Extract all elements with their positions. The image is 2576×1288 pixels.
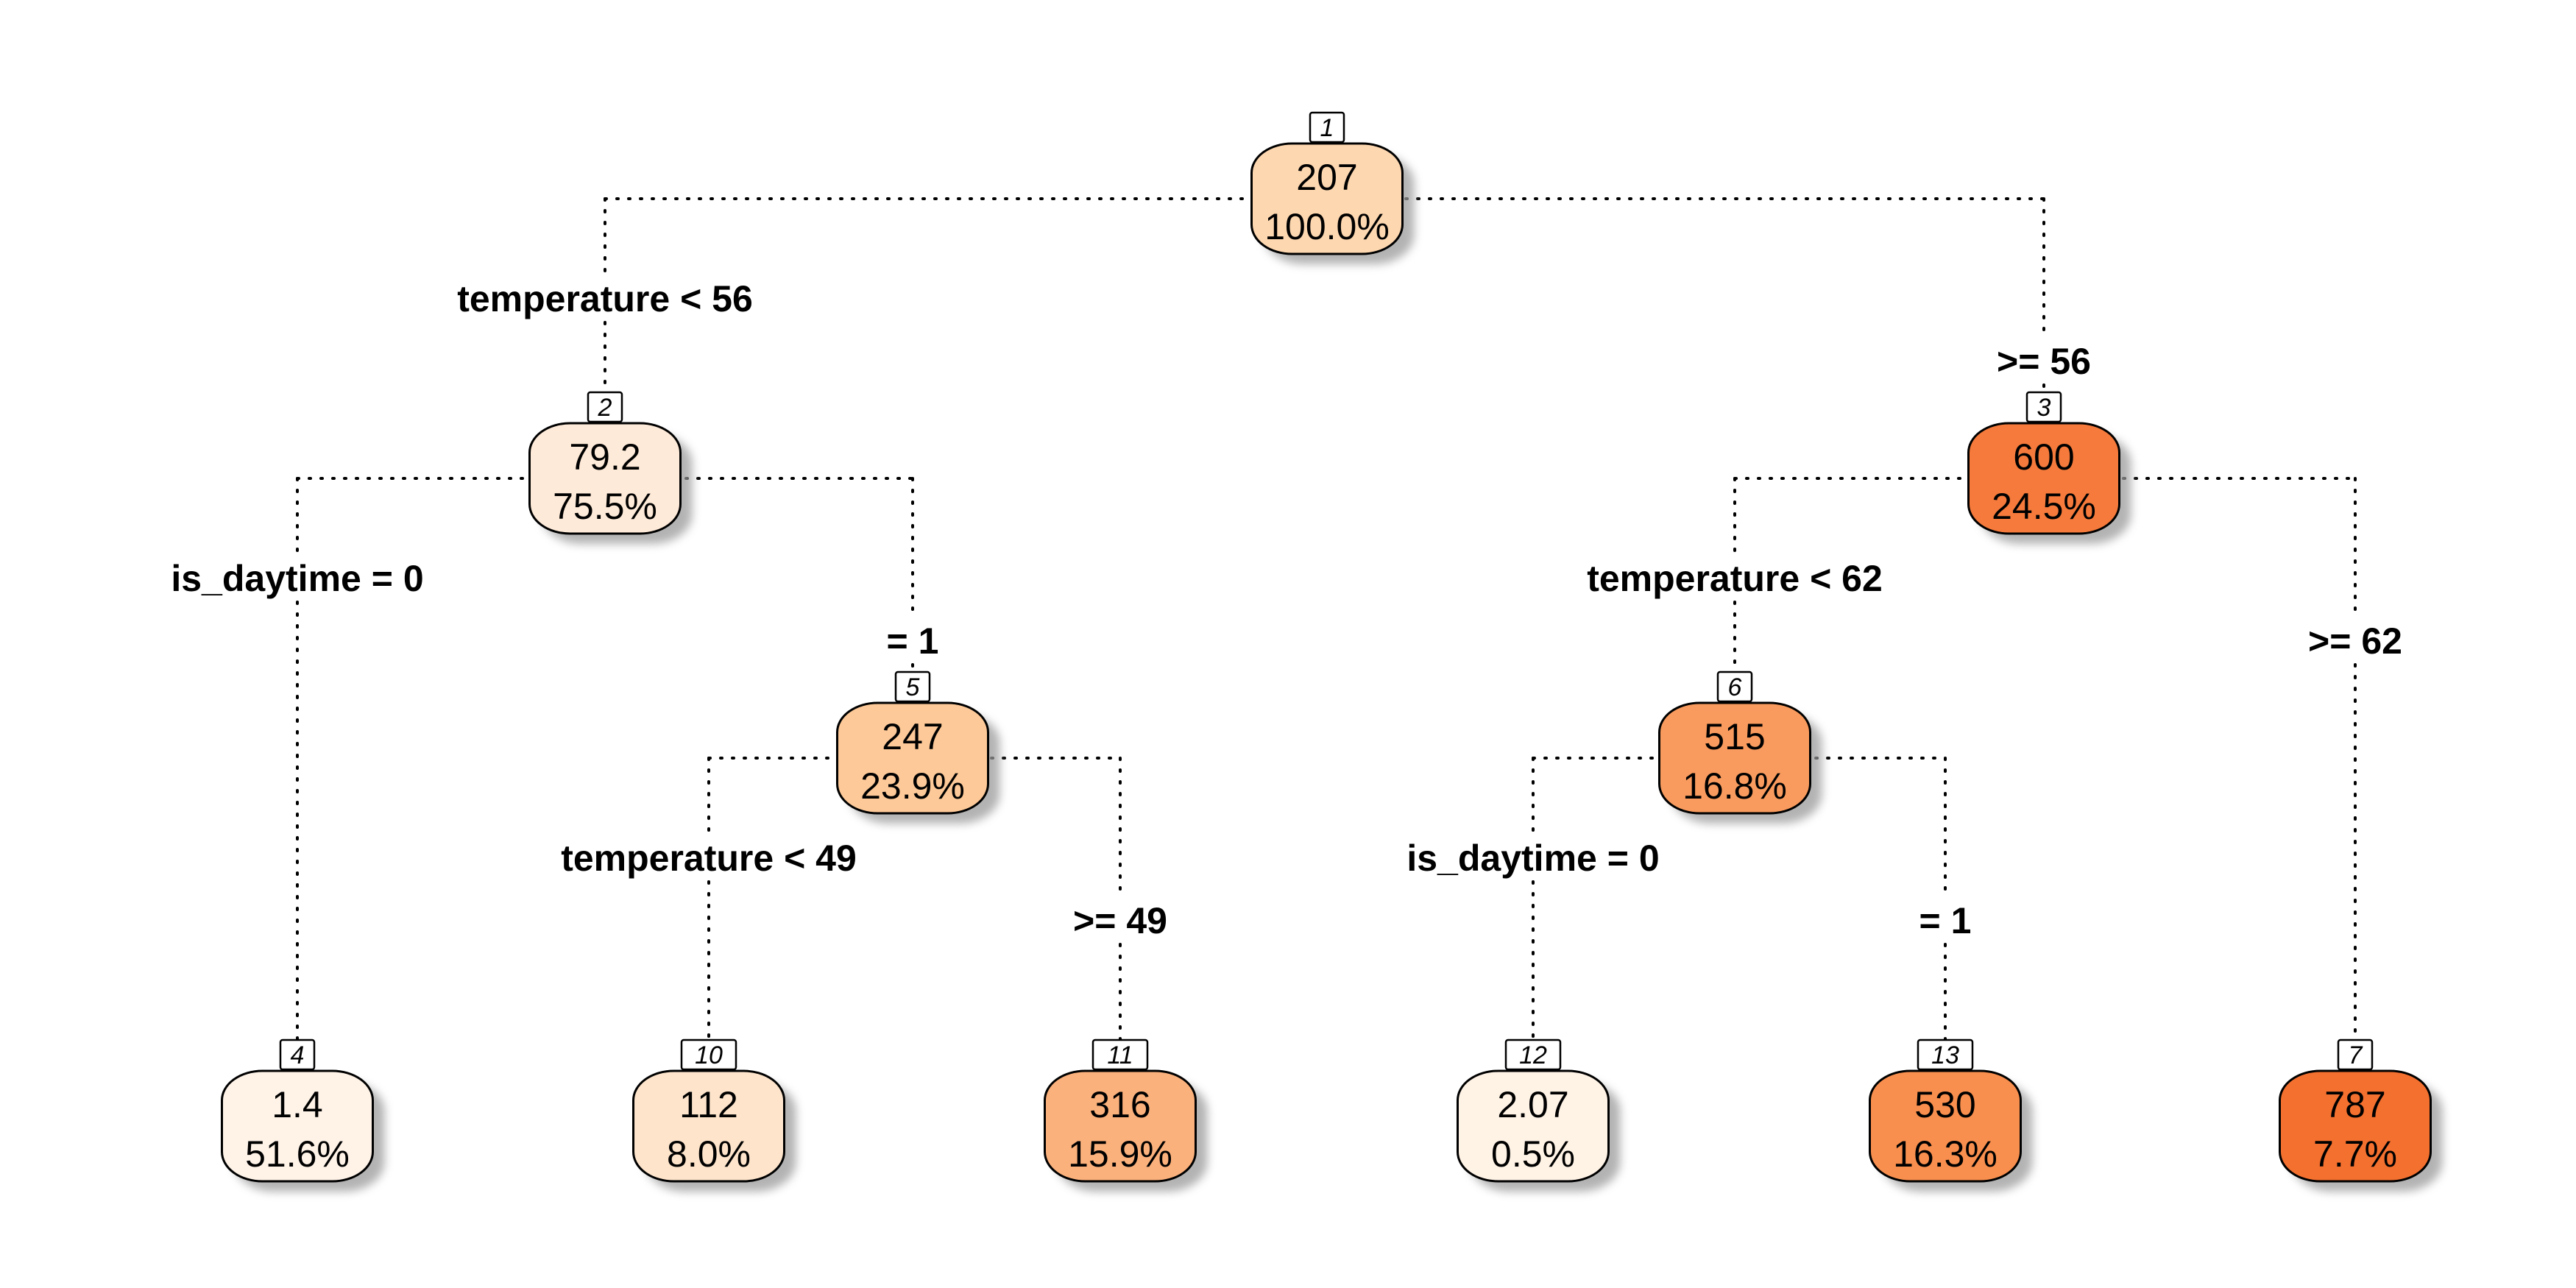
node-value: 112 [679, 1084, 738, 1125]
node-id: 11 [1107, 1041, 1133, 1069]
node-box [632, 1069, 785, 1183]
tree-node: 515 16.8% 6 [1658, 670, 1822, 824]
node-id: 4 [291, 1041, 305, 1069]
node-id-box [587, 391, 623, 423]
tree-nodes: 207 100.0% 1 79.2 75.5% 2 600 24.5% 3 247 23.9% 5 51… [221, 111, 2443, 1192]
node-value: 1.4 [272, 1084, 323, 1125]
node-value: 2.07 [1497, 1084, 1568, 1125]
split-label-right: >= 62 [2308, 620, 2402, 662]
node-id: 12 [1519, 1041, 1547, 1069]
node-id-box [894, 670, 931, 703]
node-percent: 100.0% [1264, 206, 1390, 247]
node-id: 3 [2037, 394, 2051, 422]
node-id-box [1716, 670, 1753, 703]
split-label-right: = 1 [1919, 900, 1972, 941]
node-id: 13 [1931, 1041, 1959, 1069]
node-box [221, 1069, 374, 1183]
node-id-box [2025, 391, 2062, 423]
node-box [2279, 1069, 2432, 1183]
split-label-right: >= 56 [1997, 341, 2091, 382]
node-value: 515 [1704, 716, 1765, 757]
tree-node: 316 15.9% 11 [1044, 1038, 1208, 1192]
split-label-right: >= 49 [1073, 900, 1167, 941]
tree-node: 530 16.3% 13 [1869, 1038, 2033, 1192]
node-id-box [680, 1038, 737, 1071]
node-percent: 15.9% [1068, 1133, 1172, 1175]
split-label-left: temperature < 49 [561, 838, 857, 879]
node-percent: 24.5% [1992, 486, 2096, 527]
node-id-box [2337, 1038, 2374, 1071]
node-percent: 23.9% [860, 765, 965, 807]
node-value: 787 [2324, 1084, 2385, 1125]
tree-node: 1.4 51.6% 4 [221, 1038, 385, 1192]
node-percent: 8.0% [667, 1133, 751, 1175]
node-id-box [279, 1038, 316, 1071]
node-box [1658, 701, 1811, 815]
node-percent: 7.7% [2313, 1133, 2397, 1175]
node-id: 10 [695, 1041, 723, 1069]
node-percent: 75.5% [553, 486, 657, 527]
node-box [836, 701, 989, 815]
tree-edges [296, 197, 2357, 1050]
node-box [1457, 1069, 1610, 1183]
tree-node: 79.2 75.5% 2 [528, 391, 693, 544]
node-box [1869, 1069, 2022, 1183]
split-label-left: is_daytime = 0 [1406, 838, 1659, 879]
node-id: 5 [906, 673, 920, 701]
node-box [1967, 422, 2120, 535]
tree-node: 207 100.0% 1 [1250, 111, 1415, 264]
node-id: 1 [1320, 114, 1334, 142]
node-percent: 16.8% [1682, 765, 1787, 807]
node-percent: 51.6% [245, 1133, 350, 1175]
tree-node: 2.07 0.5% 12 [1457, 1038, 1621, 1192]
split-labels: temperature < 56 >= 56 is_daytime = 0 = 1 te… [171, 278, 2402, 941]
node-percent: 16.3% [1893, 1133, 1998, 1175]
node-box [1250, 142, 1404, 255]
node-percent: 0.5% [1491, 1133, 1575, 1175]
node-id-box [1917, 1038, 1974, 1071]
node-id-box [1504, 1038, 1562, 1071]
split-label-left: temperature < 56 [457, 278, 753, 319]
node-box [1044, 1069, 1197, 1183]
tree-node: 600 24.5% 3 [1967, 391, 2131, 544]
split-label-left: is_daytime = 0 [171, 558, 423, 599]
node-box [528, 422, 682, 535]
split-label-right: = 1 [887, 620, 939, 662]
node-id: 6 [1728, 673, 1742, 701]
node-value: 247 [882, 716, 943, 757]
node-value: 316 [1089, 1084, 1150, 1125]
node-id-box [1309, 111, 1345, 144]
node-id: 7 [2349, 1041, 2363, 1069]
node-id-box [1091, 1038, 1149, 1071]
tree-node: 247 23.9% 5 [836, 670, 1000, 824]
node-value: 207 [1296, 157, 1357, 198]
node-id: 2 [598, 394, 612, 422]
tree-node: 112 8.0% 10 [632, 1038, 796, 1192]
split-label-left: temperature < 62 [1587, 558, 1883, 599]
node-value: 600 [2013, 436, 2074, 478]
node-value: 530 [1914, 1084, 1975, 1125]
tree-node: 787 7.7% 7 [2279, 1038, 2443, 1192]
node-value: 79.2 [569, 436, 640, 478]
